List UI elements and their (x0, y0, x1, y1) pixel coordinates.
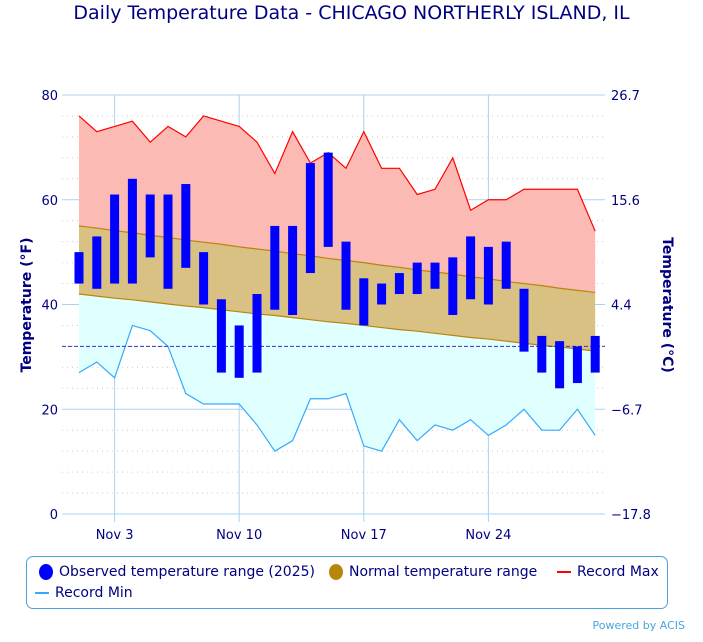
x-tick-label: Nov 3 (96, 528, 134, 543)
observed-bar (519, 288, 529, 352)
observed-bar (537, 335, 547, 373)
y2-tick-label: 26.7 (611, 89, 640, 104)
y-tick-label: 80 (41, 89, 58, 104)
observed-bar (412, 262, 422, 295)
x-tick-label: Nov 17 (341, 528, 387, 543)
y2-tick-label: 4.4 (611, 299, 632, 314)
observed-bar (181, 184, 191, 268)
y2-tick-label: −6.7 (611, 403, 643, 418)
observed-bar (92, 236, 102, 289)
record-min-line (78, 324, 596, 452)
x-tick-label: Nov 10 (216, 528, 262, 543)
legend-label: Normal temperature range (349, 564, 538, 580)
observed-bar (216, 299, 226, 373)
y-tick-label: 20 (41, 403, 58, 418)
record-min-area (79, 294, 596, 452)
y2-tick-label: 15.6 (611, 194, 640, 209)
y-tick-label: 60 (41, 194, 58, 209)
y-axis-label: Temperature (°F) (19, 238, 35, 373)
legend-label: Observed temperature range (2025) (59, 564, 315, 580)
observed-bar (341, 241, 351, 310)
observed-bar (305, 163, 315, 274)
observed-bar (501, 241, 511, 289)
observed-bar (110, 194, 120, 284)
observed-bar (199, 252, 209, 305)
y-tick-label: 40 (41, 299, 58, 314)
powered-by-link[interactable]: Powered by ACIS (592, 619, 686, 632)
observed-bar (127, 178, 137, 284)
temperature-chart: 0 −17.8 20 −6.7 40 4.4 60 15.6 80 26.7 Nov 3 Nov 10… (19, 89, 675, 543)
normal-low-line (78, 293, 596, 352)
observed-bar (466, 236, 476, 300)
legend-item-observed[interactable]: Observed temperature range (2025) (39, 564, 315, 580)
y2-tick-label: −17.8 (611, 508, 651, 523)
x-tick-label: Nov 24 (465, 528, 511, 543)
observed-bar (448, 257, 458, 315)
observed-dot-icon (39, 564, 53, 580)
chart-title: Daily Temperature Data - CHICAGO NORTHER… (73, 2, 630, 24)
observed-bar (590, 335, 600, 373)
observed-bar (252, 294, 262, 373)
normal-dot-icon (329, 564, 343, 580)
legend-label: Record Max (577, 564, 659, 580)
observed-bar (430, 262, 440, 289)
observed-bar (394, 273, 404, 295)
record-max-line (78, 115, 596, 232)
observed-bar (288, 225, 298, 315)
red-line-icon (557, 571, 571, 573)
observed-bar (555, 341, 565, 389)
legend-item-record-min[interactable]: Record Min (35, 585, 133, 601)
observed-bar (234, 325, 244, 378)
observed-bar (163, 194, 173, 289)
legend: Observed temperature range (2025) Normal… (26, 556, 668, 609)
y-tick-label: 0 (50, 508, 58, 523)
observed-bar (359, 278, 369, 326)
legend-item-normal[interactable]: Normal temperature range (329, 564, 537, 580)
observed-bar (377, 283, 387, 305)
observed-bar (572, 346, 582, 384)
legend-label: Record Min (55, 585, 133, 601)
observed-bar (74, 252, 84, 284)
legend-item-record-max[interactable]: Record Max (557, 564, 659, 580)
y2-axis-label: Temperature (°C) (659, 237, 675, 373)
observed-bar (145, 194, 155, 258)
observed-bar (270, 225, 280, 310)
observed-bar (323, 152, 333, 247)
blue-line-icon (35, 592, 49, 594)
observed-bar (483, 246, 493, 305)
